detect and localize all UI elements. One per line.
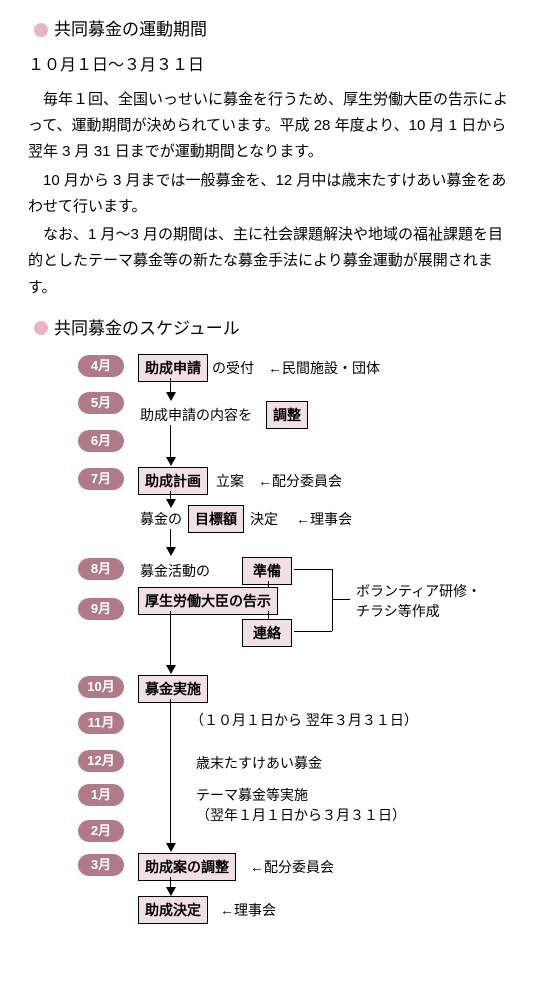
line bbox=[170, 425, 171, 459]
paragraph-1: 毎年１回、全国いっせいに募金を行うため、厚生労働大臣の告示によって、運動期間が決… bbox=[28, 87, 512, 166]
month-9: 9月 bbox=[78, 598, 124, 620]
line bbox=[170, 699, 171, 845]
heading-2: 共同募金のスケジュール bbox=[34, 315, 520, 342]
arrow-down-icon bbox=[166, 457, 176, 466]
txt-rijikai-2: ←理事会 bbox=[220, 899, 276, 921]
month-1: 1月 bbox=[78, 784, 124, 806]
line bbox=[170, 611, 171, 667]
paragraph-2: 10 月から 3 月までは一般募金を、12 月中は歳末たすけあい募金をあわせて行… bbox=[28, 168, 512, 221]
txt-haibun-2: ←配分委員会 bbox=[250, 856, 334, 878]
box-renraku: 連絡 bbox=[242, 619, 292, 647]
txt-kettei: 決定 bbox=[250, 508, 278, 530]
box-bokin-jisshi: 募金実施 bbox=[138, 675, 208, 703]
line bbox=[294, 569, 332, 570]
month-7: 7月 bbox=[78, 468, 124, 490]
txt-shinsei-naiyou: 助成申請の内容を bbox=[140, 404, 252, 426]
arrow-down-icon bbox=[166, 887, 176, 896]
month-3: 3月 bbox=[78, 854, 124, 876]
month-5: 5月 bbox=[78, 392, 124, 414]
line bbox=[294, 631, 332, 632]
month-2: 2月 bbox=[78, 820, 124, 842]
arrow-down-icon bbox=[166, 499, 176, 508]
month-6: 6月 bbox=[78, 430, 124, 452]
txt-saimatu: 歳末たすけあい募金 bbox=[196, 752, 322, 774]
txt-volunteer-2: チラシ等作成 bbox=[356, 600, 440, 622]
paragraph-3: なお、1 月～3 月の期間は、主に社会課題解決や地域の福祉課題を目的としたテーマ… bbox=[28, 222, 512, 301]
month-12: 12月 bbox=[78, 750, 124, 772]
arrow-down-icon bbox=[166, 665, 176, 674]
heading-1-text: 共同募金の運動期間 bbox=[54, 16, 207, 43]
box-chosei: 調整 bbox=[266, 401, 308, 429]
heading-1: 共同募金の運動期間 bbox=[34, 16, 520, 43]
arrow-down-icon bbox=[166, 547, 176, 556]
box-junbi: 準備 bbox=[242, 557, 292, 585]
arrow-down-icon bbox=[166, 843, 176, 852]
line bbox=[170, 529, 171, 549]
box-kokuji: 厚生労働大臣の告示 bbox=[138, 587, 278, 615]
txt-period-1: （１０月１日から 翌年３月３１日） bbox=[190, 709, 418, 731]
txt-bokin-katsudo: 募金活動の bbox=[140, 560, 210, 582]
box-joseian-chosei: 助成案の調整 bbox=[138, 853, 236, 881]
heading-2-text: 共同募金のスケジュール bbox=[54, 315, 240, 342]
box-josei-keikaku: 助成計画 bbox=[138, 467, 208, 495]
schedule-diagram: 4月 5月 6月 7月 8月 9月 10月 11月 12月 1月 2月 3月 助… bbox=[20, 352, 520, 932]
month-8: 8月 bbox=[78, 558, 124, 580]
txt-minkan: ←民間施設・団体 bbox=[268, 357, 380, 379]
txt-rijikai-1: ←理事会 bbox=[296, 508, 352, 530]
bullet-dot bbox=[34, 321, 48, 335]
box-josei-shinsei: 助成申請 bbox=[138, 354, 208, 382]
txt-theme-2: （翌年１月１日から３月３１日） bbox=[196, 804, 406, 826]
line bbox=[268, 611, 269, 619]
line bbox=[268, 581, 269, 587]
period-line: １０月１日～３月３１日 bbox=[28, 53, 520, 79]
box-josei-kettei: 助成決定 bbox=[138, 896, 208, 924]
txt-bokin-no: 募金の bbox=[140, 508, 182, 530]
arrow-down-icon bbox=[166, 392, 176, 401]
txt-rian: 立案 bbox=[216, 470, 244, 492]
line bbox=[332, 569, 333, 631]
month-4: 4月 bbox=[78, 355, 124, 377]
month-10: 10月 bbox=[78, 676, 124, 698]
bullet-dot bbox=[34, 23, 48, 37]
line bbox=[332, 599, 350, 600]
txt-haibun-1: ←配分委員会 bbox=[258, 470, 342, 492]
box-mokuhyo: 目標額 bbox=[188, 505, 244, 533]
txt-uketsuke: の受付 bbox=[212, 357, 254, 379]
month-11: 11月 bbox=[78, 712, 124, 734]
